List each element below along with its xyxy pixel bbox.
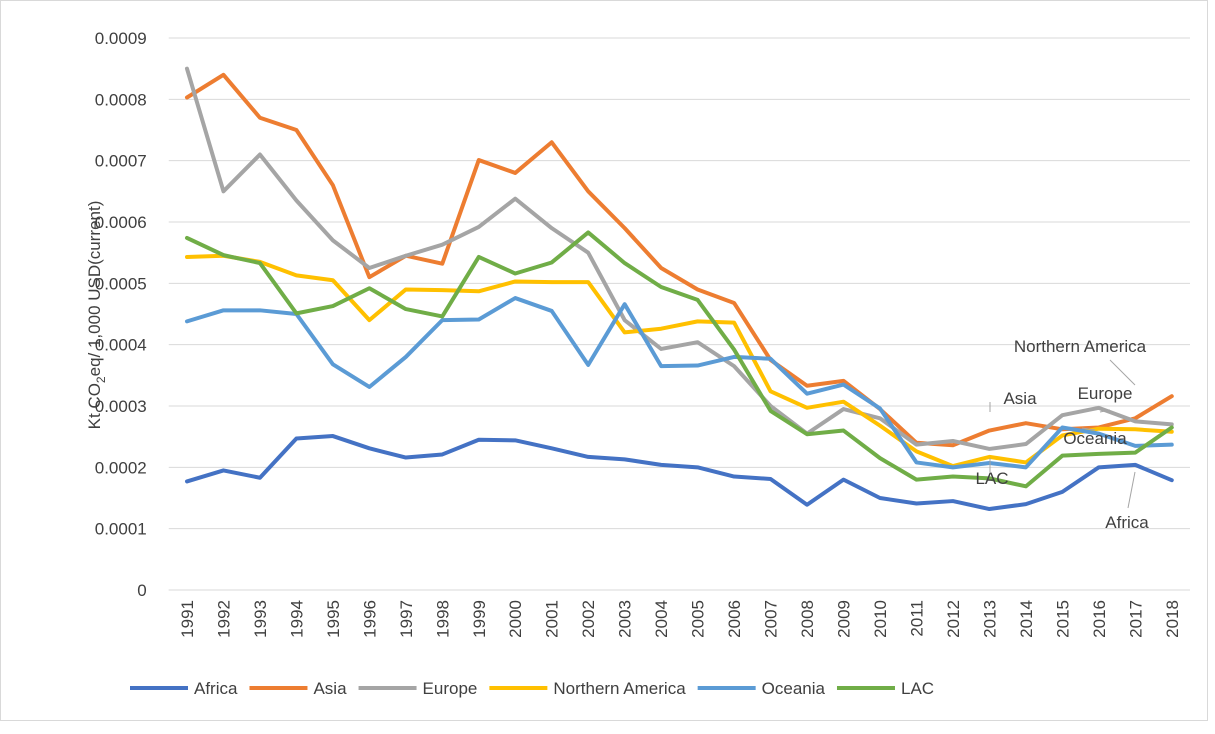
annotation-leader	[1127, 471, 1136, 509]
series-line	[184, 66, 1174, 451]
x-tick-label: 1996	[360, 600, 379, 638]
annotation: Northern America	[1014, 337, 1147, 356]
annotation: Oceania	[1063, 429, 1127, 448]
y-label-part: Kt CO	[85, 383, 104, 429]
series-line	[184, 230, 1174, 489]
x-tick-label: 2017	[1126, 600, 1145, 638]
x-tick-label: 2018	[1163, 600, 1182, 638]
x-tick-label: 1993	[251, 600, 270, 638]
y-axis-label: Kt CO2eq/ 1,000 USD(current)	[85, 201, 108, 430]
legend-label: Europe	[423, 679, 478, 698]
y-tick-label: 0.0005	[95, 274, 147, 293]
x-tick-label: 2010	[871, 600, 890, 638]
x-tick-label: 2016	[1090, 600, 1109, 638]
x-tick-label: 2005	[689, 600, 708, 638]
series-line	[184, 72, 1174, 448]
x-tick-label: 1991	[178, 600, 197, 638]
annotation-leader	[1081, 427, 1096, 431]
x-tick-label: 1997	[397, 600, 416, 638]
annotation: Europe	[1078, 384, 1133, 403]
y-tick-label: 0.0007	[95, 152, 147, 171]
x-tick-label: 1995	[324, 600, 343, 638]
x-tick-label: 2015	[1053, 600, 1072, 638]
x-tick-label: 2006	[725, 600, 744, 638]
y-tick-label: 0.0008	[95, 90, 147, 109]
y-tick-label: 0.0002	[95, 458, 147, 477]
annotation: Africa	[1105, 513, 1149, 532]
series-line	[184, 296, 1174, 470]
legend-label: Oceania	[762, 679, 826, 698]
x-tick-label: 1992	[214, 600, 233, 638]
x-tick-label: 2012	[944, 600, 963, 638]
x-tick-label: 2009	[835, 600, 854, 638]
x-tick-label: 2008	[798, 600, 817, 638]
legend-label: Asia	[313, 679, 347, 698]
y-tick-label: 0.0001	[95, 520, 147, 539]
y-label-sub: 2	[94, 376, 108, 383]
x-tick-label: 2002	[579, 600, 598, 638]
x-tick-label: 2013	[980, 600, 999, 638]
y-tick-label: 0.0006	[95, 213, 147, 232]
series-line	[184, 253, 1174, 469]
y-tick-label: 0.0003	[95, 397, 147, 416]
annotation-leader	[1099, 409, 1111, 413]
x-tick-label: 2011	[907, 600, 926, 637]
annotation: LAC	[975, 469, 1008, 488]
x-tick-label: 1998	[433, 600, 452, 638]
y-tick-label: 0	[137, 581, 146, 600]
x-tick-label: 2003	[616, 600, 635, 638]
x-tick-label: 2014	[1017, 600, 1036, 638]
x-tick-label: 2001	[543, 600, 562, 638]
legend-label: Africa	[194, 679, 238, 698]
y-label-part: eq/ 1,000 USD(current)	[85, 201, 104, 377]
series-line	[184, 434, 1174, 512]
x-tick-label: 1999	[470, 600, 489, 638]
annotation: Asia	[1003, 389, 1037, 408]
legend-label: LAC	[901, 679, 934, 698]
x-tick-label: 2000	[506, 600, 525, 638]
y-tick-label: 0.0004	[95, 336, 147, 355]
x-tick-label: 2004	[652, 600, 671, 638]
x-tick-label: 2007	[762, 600, 781, 638]
legend-label: Northern America	[553, 679, 686, 698]
annotation-leader	[1109, 359, 1136, 386]
y-tick-label: 0.0009	[95, 29, 147, 48]
x-tick-label: 1994	[287, 600, 306, 638]
